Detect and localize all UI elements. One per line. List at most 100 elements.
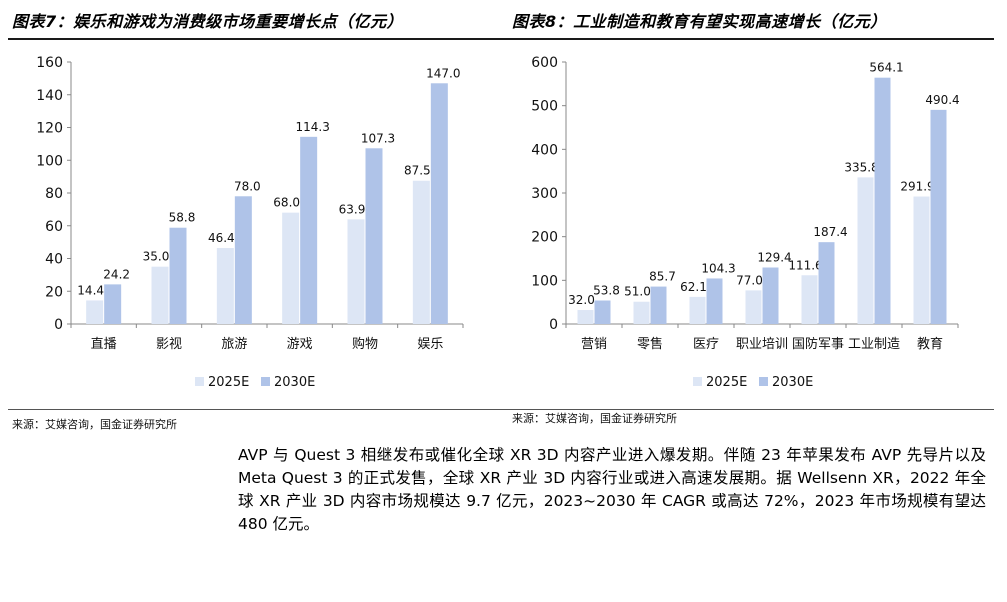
x-tick-label: 影视 [156,337,182,352]
bar-2025E [857,177,874,324]
x-tick-label: 国防军事 [792,336,844,352]
bar-2030E [365,148,383,324]
bar-2025E [282,212,300,324]
data-label: 147.0 [426,66,460,80]
data-label: 46.4 [208,231,235,245]
x-tick-label: 娱乐 [417,337,443,352]
footer-rule [8,409,994,410]
data-label: 335.8 [844,160,878,174]
data-label: 111.6 [788,258,822,272]
y-tick-label: 60 [45,219,63,235]
data-label: 68.0 [273,196,300,210]
chart-left: 0 20 40 60 80 100 120 140 160 14.4 24.2 直播 35.0 58.8 影… [36,55,464,390]
legend-swatch-2030E [261,377,270,386]
chart-left-source: 来源：艾媒咨询，国金证券研究所 [12,418,177,431]
data-label: 24.2 [103,267,130,281]
data-label: 85.7 [649,270,676,284]
y-tick-label: 80 [45,186,63,202]
data-label: 187.4 [813,225,847,239]
body-paragraph: AVP 与 Quest 3 相继发布或催化全球 XR 3D 内容产业进入爆发期。… [238,446,986,533]
data-label: 63.9 [339,202,366,216]
x-tick-label: 医疗 [693,337,719,352]
legend-label-2025E: 2025E [706,375,747,390]
data-label: 129.4 [757,250,791,264]
data-label: 291.9 [900,180,934,194]
x-tick-label: 购物 [352,336,378,352]
y-tick-label: 300 [531,186,558,202]
chart-right-source: 来源：艾媒咨询，国金证券研究所 [512,412,677,425]
bar-2030E [874,77,891,324]
y-tick-label: 40 [45,252,63,268]
data-label: 77.0 [736,273,763,287]
bar-2030E [594,300,611,324]
legend-swatch-2030E [759,377,768,386]
data-label: 107.3 [361,131,395,145]
y-tick-label: 160 [36,55,63,71]
bar-2025E [347,219,365,324]
legend-label-2025E: 2025E [208,375,249,390]
data-label: 104.3 [701,261,735,275]
y-tick-label: 200 [531,230,558,246]
data-label: 32.0 [568,293,595,307]
y-tick-label: 0 [54,317,63,333]
bar-2025E [86,300,104,324]
bar-2030E [104,284,122,324]
y-tick-label: 100 [36,153,63,169]
header-rule [8,38,994,40]
x-tick-label: 零售 [637,336,663,352]
data-label: 78.0 [234,179,261,193]
bar-2030E [300,136,318,324]
bar-2025E [216,248,234,324]
bar-2025E [689,296,706,324]
data-label: 87.5 [404,164,431,178]
legend-swatch-2025E [693,377,702,386]
chart-right-title: 图表8：工业制造和教育有望实现高速增长（亿元） [512,12,887,31]
x-tick-label: 游戏 [287,337,313,352]
x-tick-label: 工业制造 [848,337,900,352]
y-tick-label: 120 [36,121,63,137]
chart-left-title: 图表7：娱乐和游戏为消费级市场重要增长点（亿元） [12,12,404,31]
bar-2025E [412,180,430,324]
x-tick-label: 旅游 [221,337,247,352]
y-tick-label: 100 [531,273,558,289]
y-tick-label: 20 [45,284,63,300]
data-label: 114.3 [295,120,329,134]
bar-2030E [930,109,947,324]
y-tick-label: 140 [36,88,63,104]
bar-2030E [818,242,835,324]
data-label: 35.0 [143,250,170,264]
bar-2025E [913,196,930,324]
legend-swatch-2025E [195,377,204,386]
legend-label-2030E: 2030E [274,375,315,390]
legend: 2025E 2030E [195,375,315,390]
bar-2025E [633,301,650,324]
legend-label-2030E: 2030E [772,375,813,390]
bar-2030E [762,267,779,324]
y-tick-label: 500 [531,99,558,115]
bar-2025E [745,290,762,324]
data-label: 62.1 [680,280,707,294]
bar-2030E [430,83,448,324]
x-tick-label: 直播 [91,337,117,352]
x-tick-label: 职业培训 [736,336,788,352]
legend: 2025E 2030E [693,375,813,390]
bar-2030E [706,278,723,324]
bar-2025E [577,310,594,324]
bar-2030E [169,227,187,324]
y-tick-label: 600 [531,55,558,71]
x-tick-label: 教育 [917,336,943,352]
data-label: 564.1 [869,61,903,75]
bar-2025E [801,275,818,324]
chart-right: 0 100 200 300 400 500 600 32.053.8 营销 51.085.7 零售 6… [531,55,959,390]
x-tick-label: 营销 [581,337,607,352]
y-tick-label: 0 [549,317,558,333]
data-label: 53.8 [593,284,620,298]
data-label: 58.8 [169,211,196,225]
data-label: 51.0 [624,285,651,299]
y-tick-label: 400 [531,142,558,158]
data-label: 490.4 [925,93,959,107]
data-label: 14.4 [77,283,104,297]
bar-2030E [234,196,252,324]
bar-2025E [151,266,169,324]
bar-2030E [650,286,667,324]
